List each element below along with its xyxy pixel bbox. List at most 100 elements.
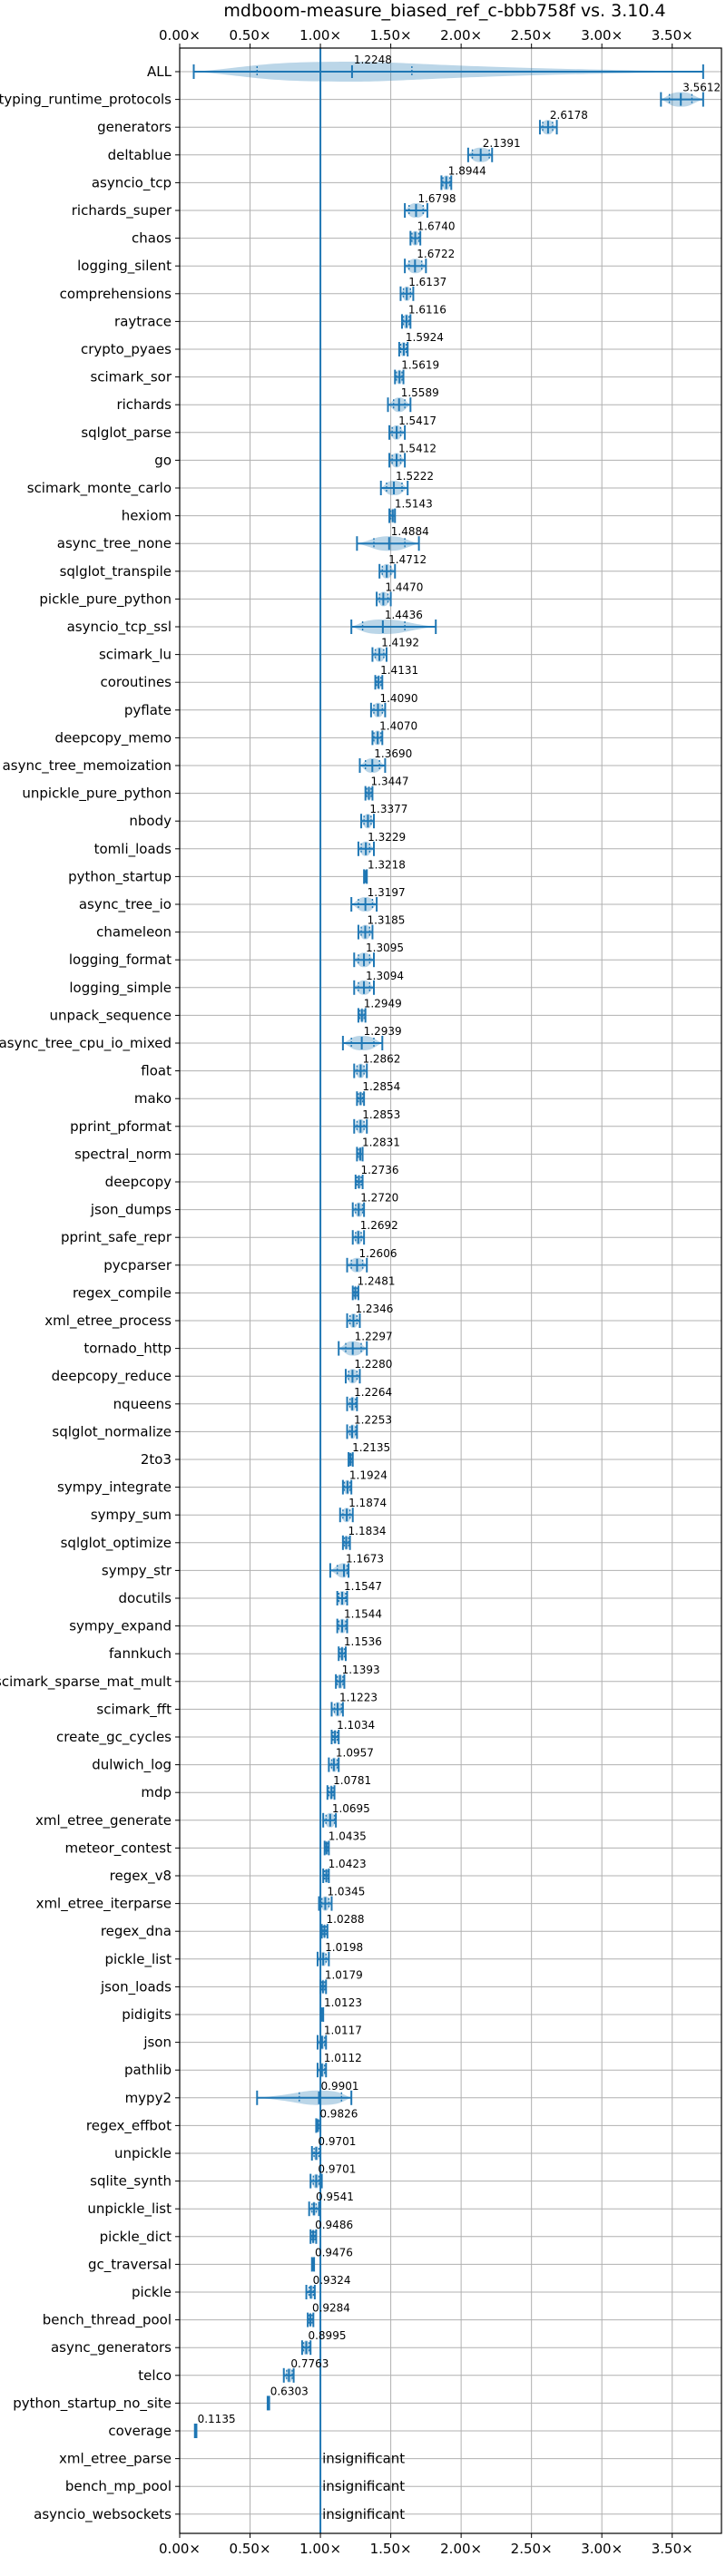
violin-docutils: 1.1547	[336, 1580, 382, 1605]
violin-pidigits: 1.0123	[319, 1996, 362, 2022]
x-tick-label-bottom: 2.00×	[440, 2541, 482, 2557]
grid	[179, 48, 721, 2533]
benchmark-label: pprint_safe_repr	[61, 1229, 172, 1246]
violin-regex_compile: 1.2481	[351, 1274, 396, 1301]
violin-xml_etree_process: 1.2346	[346, 1303, 393, 1328]
violin-chaos: 1.6740	[409, 220, 456, 246]
value-label: 0.9701	[318, 2135, 356, 2148]
value-label: 1.6740	[417, 220, 456, 233]
violin-logging_format: 1.3095	[353, 942, 404, 968]
violin-coroutines: 1.4131	[374, 664, 418, 690]
value-label: 1.1544	[344, 1608, 382, 1621]
violin-sympy_sum: 1.1874	[338, 1497, 387, 1523]
x-tick-label-bottom: 3.50×	[652, 2541, 693, 2557]
value-label: 1.3197	[368, 886, 406, 899]
value-label: 1.1547	[344, 1580, 382, 1593]
benchmark-label: xml_etree_process	[44, 1312, 172, 1330]
violin-coverage: 0.1135	[193, 2413, 236, 2438]
insignificant-label: insignificant	[322, 2451, 405, 2467]
value-label: 0.7763	[290, 2357, 329, 2370]
benchmark-label: 2to3	[141, 1451, 172, 1468]
x-tick-label-bottom: 1.00×	[299, 2541, 341, 2557]
value-label: 1.4192	[381, 637, 419, 649]
value-label: 0.8995	[308, 2329, 346, 2342]
violin-json: 1.0117	[316, 2025, 362, 2050]
value-label: 1.2736	[360, 1164, 398, 1176]
violin-async_tree_cpu_io_mixed: 1.2939	[341, 1025, 402, 1050]
insignificant-label: insignificant	[322, 2506, 405, 2522]
benchmark-label: sympy_sum	[91, 1507, 172, 1524]
benchmark-label: pycparser	[103, 1257, 172, 1273]
benchmark-label: coroutines	[100, 674, 172, 690]
violin-mdp: 1.0781	[326, 1774, 371, 1800]
violin-pathlib: 1.0112	[316, 2052, 362, 2078]
x-tick-label-bottom: 0.50×	[230, 2541, 271, 2557]
value-label: 1.2135	[352, 1441, 390, 1454]
x-tick-label-top: 2.00×	[440, 27, 482, 44]
violin-unpickle_pure_python: 1.3447	[364, 776, 409, 801]
value-label: 0.9901	[321, 2080, 359, 2093]
value-label: 1.4131	[380, 664, 418, 677]
violin-scimark_sor: 1.5619	[394, 359, 439, 385]
violin-deepcopy: 1.2736	[354, 1164, 398, 1189]
x-tick-label-bottom: 2.50×	[511, 2541, 553, 2557]
benchmark-label: json_dumps	[90, 1202, 172, 1219]
violin-python_startup: 1.3218	[363, 858, 406, 884]
benchmark-label: sympy_str	[102, 1562, 172, 1579]
benchmark-label: json	[142, 2034, 172, 2051]
violin-scimark_sparse_mat_mult: 1.1393	[335, 1664, 380, 1689]
value-label: 1.2264	[354, 1386, 392, 1399]
benchmark-label: unpickle_pure_python	[22, 785, 172, 803]
value-label: 1.6798	[417, 192, 456, 205]
benchmark-label: comprehensions	[60, 286, 172, 302]
benchmark-label: deepcopy_memo	[55, 729, 172, 746]
benchmark-label: docutils	[119, 1590, 172, 1606]
value-label: 1.1223	[339, 1691, 378, 1703]
violin-2to3: 1.2135	[348, 1441, 390, 1467]
x-ticks-top: 0.00× 0.50× 1.00× 1.50× 2.00× 2.50× 3.00× 3.50×	[159, 27, 693, 48]
benchmark-label: coverage	[108, 2423, 172, 2439]
benchmark-label: regex_effbot	[86, 2117, 172, 2134]
benchmark-label: sqlglot_parse	[81, 424, 172, 442]
benchmark-label: sympy_expand	[69, 1618, 172, 1635]
value-label: 1.3377	[369, 803, 407, 815]
x-tick-label-top: 2.50×	[511, 27, 553, 44]
benchmark-label: pickle_pure_python	[39, 590, 172, 608]
benchmark-label: chameleon	[96, 924, 172, 941]
benchmark-label: sqlglot_optimize	[61, 1535, 172, 1552]
value-label: 1.2692	[360, 1219, 398, 1232]
value-label: 0.9701	[318, 2163, 356, 2176]
violin-dulwich_log: 1.0957	[328, 1747, 374, 1772]
benchmark-label: meteor_contest	[64, 1839, 172, 1857]
value-label: 1.2939	[364, 1025, 402, 1038]
violin-comprehensions: 1.6137	[399, 276, 446, 301]
value-label: 1.3690	[374, 747, 412, 760]
violin-bench_thread_pool: 0.9284	[307, 2302, 350, 2327]
benchmark-label: go	[154, 452, 172, 468]
chart-title: mdboom-measure_biased_ref_c-bbb758f vs. …	[223, 1, 665, 21]
x-tick-label-top: 3.00×	[581, 27, 623, 44]
value-label: 1.4884	[391, 525, 429, 538]
violin-spectral_norm: 1.2831	[356, 1136, 400, 1162]
violin-deltablue: 2.1391	[466, 137, 521, 162]
value-label: 1.0288	[327, 1913, 365, 1926]
violin-python_startup_no_site: 0.6303	[266, 2385, 309, 2411]
violin-telco: 0.7763	[282, 2357, 329, 2383]
value-label: 1.0123	[324, 1996, 362, 2009]
violin-float: 1.2862	[353, 1053, 400, 1078]
value-label: 1.3218	[368, 858, 406, 871]
value-label: 1.3229	[368, 831, 406, 844]
violin-tomli_loads: 1.3229	[357, 831, 406, 856]
violin-pprint_safe_repr: 1.2692	[351, 1219, 398, 1245]
benchmark-label: pprint_pformat	[70, 1118, 172, 1136]
violin-meteor_contest: 1.0435	[323, 1830, 367, 1856]
benchmark-label: sympy_integrate	[57, 1479, 172, 1497]
benchmark-label: regex_compile	[73, 1284, 172, 1302]
benchmark-label: float	[141, 1063, 172, 1079]
violin-pickle_pure_python: 1.4470	[376, 581, 423, 607]
violin-pickle: 0.9324	[305, 2274, 351, 2299]
value-label: 1.2481	[358, 1274, 396, 1287]
violin-regex_v8: 1.0423	[322, 1858, 367, 1883]
violin-pickle_dict: 0.9486	[309, 2219, 353, 2244]
value-label: 3.5612	[682, 82, 721, 94]
